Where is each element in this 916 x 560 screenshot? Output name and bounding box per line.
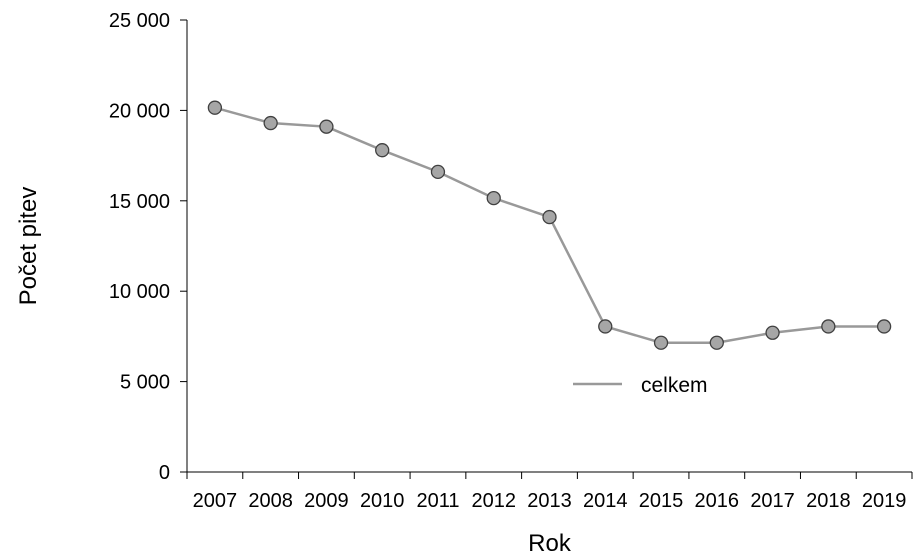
x-tick-label: 2009 [304,490,349,512]
y-tick-label: 25 000 [109,10,170,32]
x-tick-label: 2014 [583,490,628,512]
data-point [486,190,501,206]
x-tick-label: 2019 [862,490,907,512]
x-tick-label: 2008 [248,490,293,512]
data-point [765,325,780,340]
data-point [653,335,669,350]
x-tick-label: 2015 [639,490,684,512]
y-tick-label: 0 [159,462,170,484]
x-tick-label: 2012 [471,490,516,512]
x-tick-label: 2018 [806,490,851,512]
data-point [263,115,278,131]
x-tick-label: 2016 [695,490,740,512]
y-tick-label: 20 000 [109,100,170,122]
y-tick-label: 15 000 [109,191,170,213]
data-point [430,164,446,180]
data-point [821,319,836,334]
axes [186,20,912,473]
data-point [598,319,613,334]
x-tick-label: 2007 [193,490,238,512]
legend-label: celkem [641,374,708,397]
x-axis-title: Rok [528,530,572,557]
data-point [375,143,390,158]
x-ticks: 2007 2008 2009 2010 2011 2012 2013 2014 2015 2016… [186,472,913,512]
y-axis-title: Počet pitev [15,187,42,306]
legend: celkem [573,374,708,397]
x-tick-label: 2017 [750,490,795,512]
y-ticks: 0 5 000 10 000 15 000 20 000 25 000 [109,10,187,484]
data-point [709,335,724,350]
data-point [319,119,334,134]
y-tick-label: 5 000 [120,372,170,394]
data-point [876,319,892,334]
x-tick-label: 2011 [416,490,459,512]
y-tick-label: 10 000 [109,281,170,303]
data-point [542,209,557,225]
x-tick-label: 2010 [360,490,405,512]
series-line [214,106,885,344]
x-tick-label: 2013 [527,490,572,512]
data-point [207,100,223,115]
series-group [207,100,892,350]
